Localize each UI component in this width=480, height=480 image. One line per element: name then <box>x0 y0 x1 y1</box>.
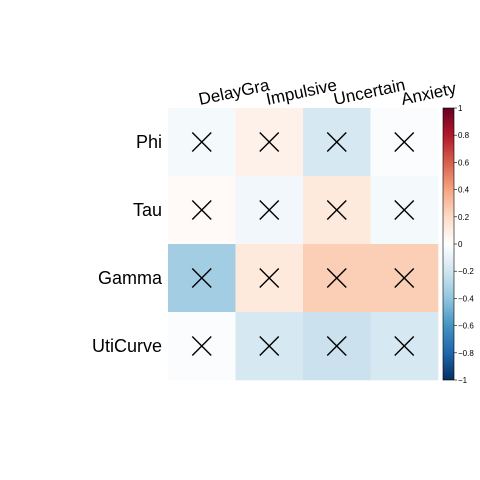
cell-cross-marker <box>259 336 280 356</box>
row-label: Gamma <box>98 268 163 288</box>
cell-cross-marker <box>394 200 415 220</box>
cell-cross-marker <box>326 268 347 288</box>
cell-markers <box>191 132 415 356</box>
cell-cross-marker <box>191 268 212 288</box>
colorbar-tick-label: 0.4 <box>458 186 470 195</box>
column-label: Anxiety <box>399 79 458 109</box>
row-label: UtiCurve <box>92 336 162 356</box>
column-label: Uncertain <box>332 75 407 109</box>
cell-cross-marker <box>326 200 347 220</box>
row-label: Phi <box>136 132 162 152</box>
row-labels: Phi Tau Gamma UtiCurve <box>92 132 163 356</box>
colorbar-tick-label: 1 <box>458 104 463 113</box>
colorbar-tick-label: 0.6 <box>458 158 470 167</box>
colorbar-tick-label: −1 <box>458 376 468 385</box>
cell-cross-marker <box>394 268 415 288</box>
colorbar <box>442 107 455 381</box>
cell-cross-marker <box>191 132 212 152</box>
cell-cross-marker <box>191 200 212 220</box>
colorbar-tick-label: 0.8 <box>458 131 470 140</box>
colorbar-tick-label: 0 <box>458 240 463 249</box>
cell-cross-marker <box>394 336 415 356</box>
colorbar-ticks: 1 0.8 0.6 0.4 0.2 0 −0.2 −0.4 −0.6 −0.8 −1 <box>454 104 474 385</box>
colorbar-tick-label: −0.6 <box>458 322 474 331</box>
column-label: DelayGra <box>197 75 272 109</box>
colorbar-tick-label: −0.2 <box>458 267 474 276</box>
cell-cross-marker <box>394 132 415 152</box>
colorbar-tick-label: −0.8 <box>458 349 474 358</box>
cell-cross-marker <box>259 268 280 288</box>
column-label: Impulsive <box>264 75 338 109</box>
colorbar-tick-label: −0.4 <box>458 294 474 303</box>
colorbar-gradient <box>442 107 455 381</box>
heatmap-cells <box>168 108 439 381</box>
cell-cross-marker <box>326 132 347 152</box>
row-label: Tau <box>133 200 162 220</box>
cell-cross-marker <box>259 200 280 220</box>
cell-cross-marker <box>191 336 212 356</box>
colorbar-tick-label: 0.2 <box>458 213 470 222</box>
cell-cross-marker <box>326 336 347 356</box>
cell-cross-marker <box>259 132 280 152</box>
